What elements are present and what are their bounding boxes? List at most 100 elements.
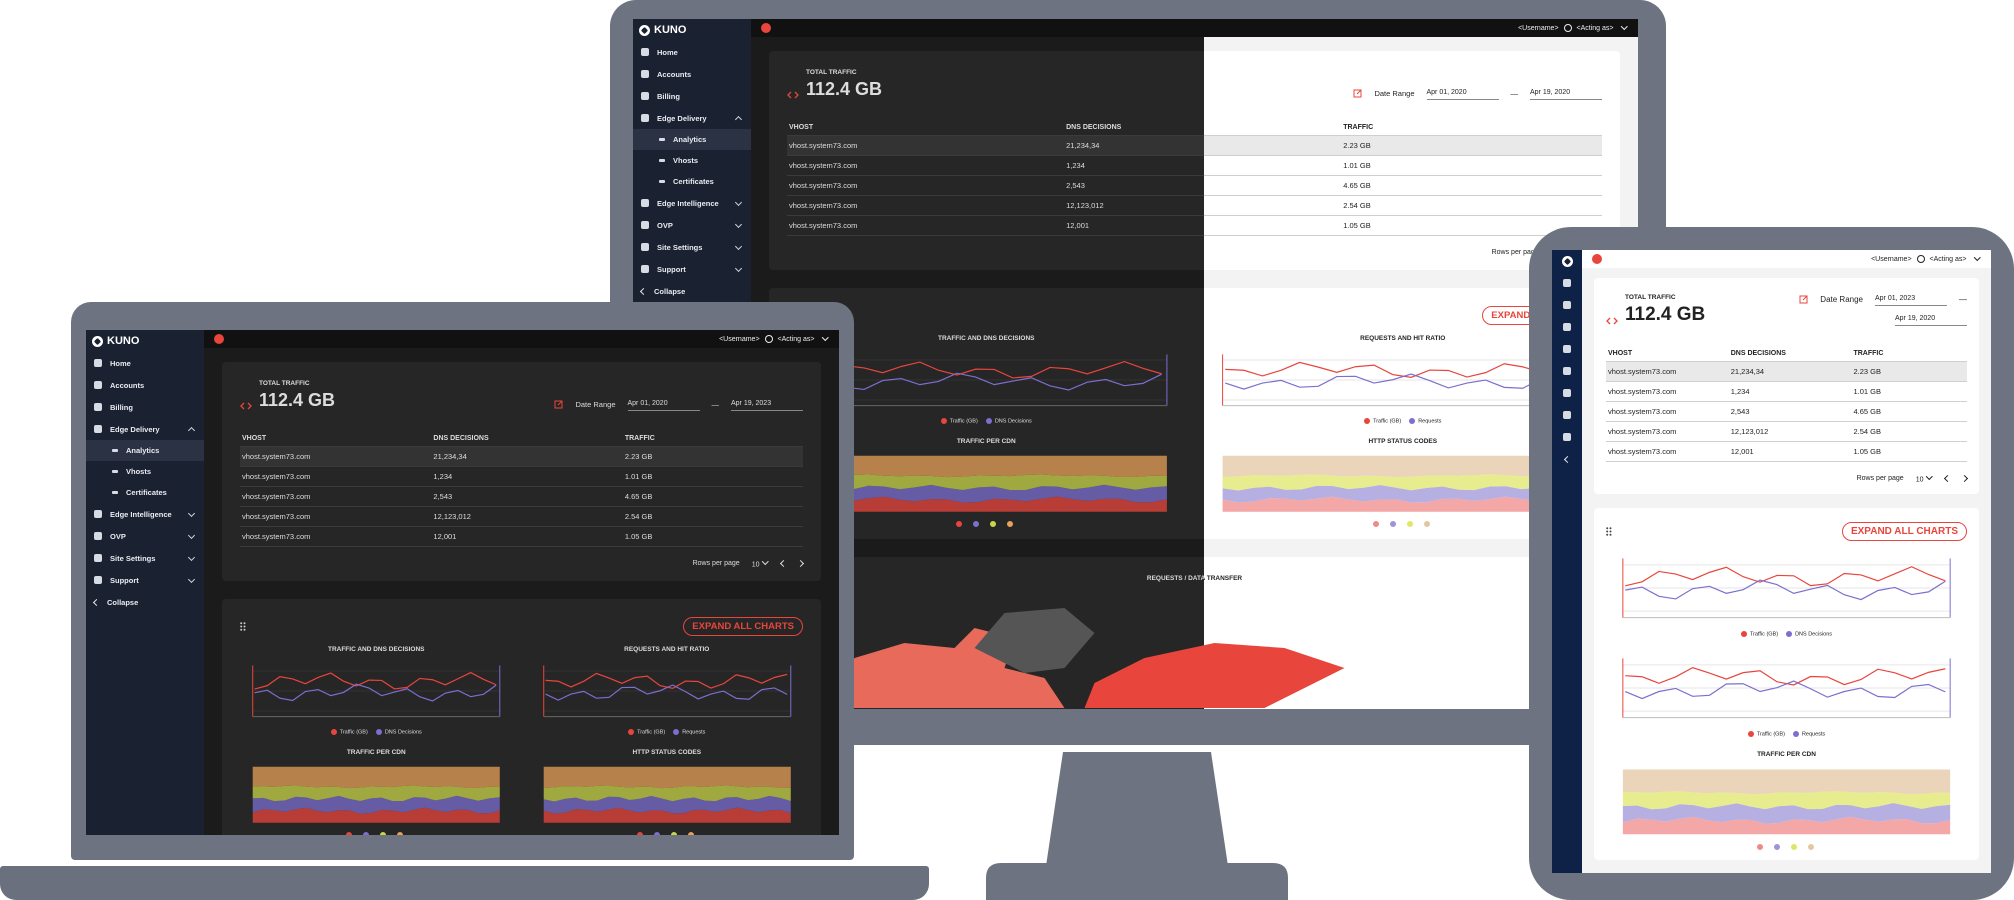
nav-item[interactable]: Support xyxy=(86,569,204,591)
legend-item[interactable]: DNS Decisions xyxy=(1786,630,1832,637)
date-end[interactable]: Apr 19, 2020 xyxy=(1895,312,1967,326)
nav-subitem[interactable]: Vhosts xyxy=(86,461,204,482)
nav-item[interactable] xyxy=(1552,294,1582,316)
username[interactable]: <Username> xyxy=(1871,255,1912,263)
table-cell: vhost.system73.com xyxy=(787,215,1065,236)
legend-item[interactable]: Traffic (GB) xyxy=(1740,630,1778,637)
nav-item[interactable] xyxy=(1552,360,1582,382)
nav-item[interactable] xyxy=(1552,338,1582,360)
notification-badge[interactable] xyxy=(214,334,224,344)
date-end[interactable]: Apr 19, 2023 xyxy=(731,397,803,411)
nav-subitem[interactable]: Analytics xyxy=(86,440,204,461)
legend-item[interactable]: Traffic (GB) xyxy=(1364,417,1401,424)
nav-item[interactable] xyxy=(1552,426,1582,448)
nav-item[interactable]: Edge Delivery xyxy=(633,107,751,129)
nav-item[interactable]: Edge Intelligence xyxy=(633,192,751,214)
next-page[interactable] xyxy=(1960,475,1969,483)
nav-item[interactable]: Site Settings xyxy=(633,236,751,258)
nav-item[interactable]: Site Settings xyxy=(86,547,204,569)
drag-handle[interactable] xyxy=(240,621,246,631)
date-start[interactable]: Apr 01, 2023 xyxy=(1875,292,1947,306)
rows-per-page-select[interactable]: 10 xyxy=(752,558,769,569)
nav-subitem[interactable]: Certificates xyxy=(633,171,751,192)
legend-item[interactable]: Requests xyxy=(673,728,705,735)
legend-item[interactable]: DNS Decisions xyxy=(985,417,1032,424)
open-icon[interactable] xyxy=(1799,295,1808,304)
username[interactable]: <Username> xyxy=(1518,24,1559,32)
nav-subitem[interactable]: Certificates xyxy=(86,482,204,503)
nav-item[interactable]: OVP xyxy=(633,214,751,236)
nav-item[interactable] xyxy=(1552,272,1582,294)
legend-item[interactable]: Traffic (GB) xyxy=(940,417,978,424)
nav-subitem[interactable]: Vhosts xyxy=(633,150,751,171)
legend-item[interactable]: Traffic (GB) xyxy=(628,728,665,735)
notification-badge[interactable] xyxy=(761,23,771,33)
date-start[interactable]: Apr 01, 2020 xyxy=(1426,86,1499,100)
drag-handle[interactable] xyxy=(1606,526,1612,536)
acting-as[interactable]: <Acting as> xyxy=(1576,24,1614,32)
brand: KUNO xyxy=(654,24,687,36)
prev-page[interactable] xyxy=(779,560,788,568)
nav-item[interactable]: Billing xyxy=(86,396,204,418)
collapse[interactable]: Collapse xyxy=(633,280,751,302)
code-icon-path xyxy=(240,402,252,410)
acting-as[interactable]: <Acting as> xyxy=(1929,255,1967,263)
nav-item[interactable] xyxy=(1552,382,1582,404)
expand-all-button[interactable]: EXPAND ALL CHARTS xyxy=(683,616,803,636)
nav-item[interactable]: Accounts xyxy=(633,63,751,85)
nav-item[interactable]: OVP xyxy=(86,525,204,547)
legend-item[interactable]: DNS Decisions xyxy=(375,728,422,735)
nav-item[interactable]: Support xyxy=(633,258,751,280)
collapse[interactable]: Collapse xyxy=(86,591,204,613)
nav-item[interactable]: Edge Intelligence xyxy=(86,503,204,525)
nav-item[interactable] xyxy=(1552,404,1582,426)
table-cell: 1.01 GB xyxy=(1851,381,1967,402)
rows-per-page-select[interactable]: 10 xyxy=(1916,473,1933,484)
open-icon[interactable] xyxy=(554,400,563,409)
chart: Traffic (GB) DNS Decisions xyxy=(1606,551,1967,637)
line-chart xyxy=(1606,551,1967,625)
legend-item[interactable]: Requests xyxy=(1792,730,1825,737)
nav-item[interactable]: Home xyxy=(633,41,751,63)
username[interactable]: <Username> xyxy=(719,335,760,343)
acting-as[interactable]: <Acting as> xyxy=(777,335,815,343)
nav-item[interactable]: Edge Delivery xyxy=(86,418,204,440)
nav-item[interactable]: Home xyxy=(86,352,204,374)
nav-subitem[interactable]: Analytics xyxy=(633,129,751,150)
legend-item[interactable]: Requests xyxy=(1409,417,1441,424)
legend-item[interactable]: Traffic (GB) xyxy=(1747,730,1785,737)
nav-item[interactable] xyxy=(1552,316,1582,338)
nav-item[interactable]: Accounts xyxy=(86,374,204,396)
open-icon[interactable] xyxy=(1353,89,1362,98)
date-end[interactable]: Apr 19, 2020 xyxy=(1530,86,1602,100)
area-chart xyxy=(252,766,500,823)
next-page[interactable] xyxy=(796,560,805,568)
expand-all-button[interactable]: EXPAND ALL CHARTS xyxy=(1841,521,1967,541)
nav-item[interactable]: Billing xyxy=(633,85,751,107)
prev-page[interactable] xyxy=(1943,475,1952,483)
collapse[interactable] xyxy=(1552,448,1582,470)
notification-badge[interactable] xyxy=(1592,254,1602,264)
date-start[interactable]: Apr 01, 2020 xyxy=(627,397,700,411)
legend-label: DNS Decisions xyxy=(994,417,1032,424)
legend-dot xyxy=(973,520,980,527)
column-header: TRAFFIC xyxy=(1341,120,1602,136)
legend-item[interactable]: Traffic (GB) xyxy=(330,728,368,735)
